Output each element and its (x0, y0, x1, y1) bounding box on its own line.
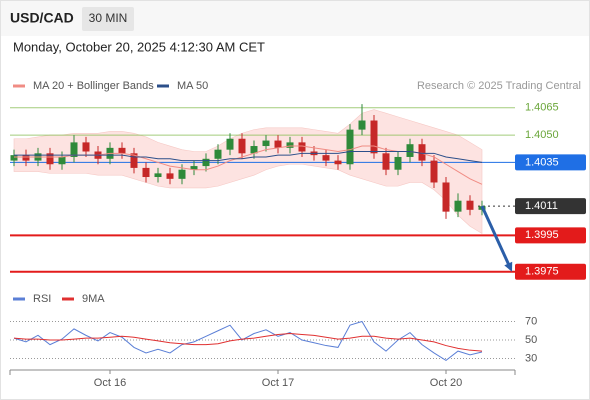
candle-body (466, 200, 474, 210)
candle-body (334, 160, 342, 165)
candle-body (190, 166, 198, 170)
y-tick-label: 30 (525, 352, 537, 364)
legend-label: 9MA (82, 293, 105, 305)
candle-body (406, 144, 414, 157)
level-label: 1.4050 (525, 129, 559, 141)
level-box (515, 198, 586, 215)
candle-body (298, 142, 306, 152)
candle-body (22, 155, 30, 161)
indicator-line (13, 333, 483, 352)
bollinger-band (13, 109, 483, 235)
arrow-head (504, 261, 513, 272)
candle-body (46, 153, 54, 165)
candle-body (394, 156, 402, 170)
candle-body (166, 173, 174, 179)
candle-body (82, 142, 90, 152)
candle-body (250, 146, 258, 154)
candle-body (322, 155, 330, 161)
level-box (515, 154, 586, 171)
legend-label: MA 20 + Bollinger Bands (33, 80, 154, 92)
candle-body (214, 149, 222, 159)
candle-body (10, 155, 18, 161)
legend-label: MA 50 (177, 80, 208, 92)
level-label: 1.4065 (525, 102, 559, 114)
candle-body (382, 153, 390, 170)
candle-body (202, 158, 210, 167)
candle-body (286, 142, 294, 148)
candle-body (154, 173, 162, 178)
level-label: 1.4011 (525, 200, 558, 212)
candle-body (238, 138, 246, 154)
level-box (515, 227, 586, 244)
datetime: Monday, October 20, 2025 4:12:30 AM CET (13, 39, 265, 54)
candle-body (346, 129, 354, 165)
candle-body (262, 140, 270, 147)
candle-body (454, 200, 462, 212)
candle-body (142, 167, 150, 178)
y-tick-label: 50 (525, 334, 537, 346)
candle-body (274, 140, 282, 148)
timeframe: 30 MIN (89, 11, 128, 25)
candle-body (130, 153, 138, 168)
candle-body (358, 120, 366, 130)
candle-body (226, 138, 234, 150)
timeframe-box (82, 7, 134, 31)
forecast-arrow (480, 205, 511, 267)
y-tick-label: 70 (525, 315, 537, 327)
candle-body (58, 156, 66, 165)
level-box (515, 263, 586, 280)
level-label: 1.3995 (525, 229, 559, 241)
candle-body (418, 144, 426, 161)
x-tick-label: Oct 17 (262, 377, 294, 389)
x-tick-label: Oct 16 (94, 377, 126, 389)
candle-body (70, 142, 78, 157)
level-label: 1.3975 (525, 266, 559, 278)
candle-body (118, 147, 126, 154)
candle-body (442, 182, 450, 212)
candle-body (430, 160, 438, 183)
ma-line (14, 150, 483, 163)
symbol: USD/CAD (10, 10, 74, 26)
level-label: 1.4035 (525, 156, 559, 168)
credit: Research © 2025 Trading Central (417, 80, 581, 92)
candle-body (178, 169, 186, 179)
candle-body (370, 120, 378, 154)
legend-label: RSI (33, 293, 51, 305)
x-tick-label: Oct 20 (430, 377, 462, 389)
